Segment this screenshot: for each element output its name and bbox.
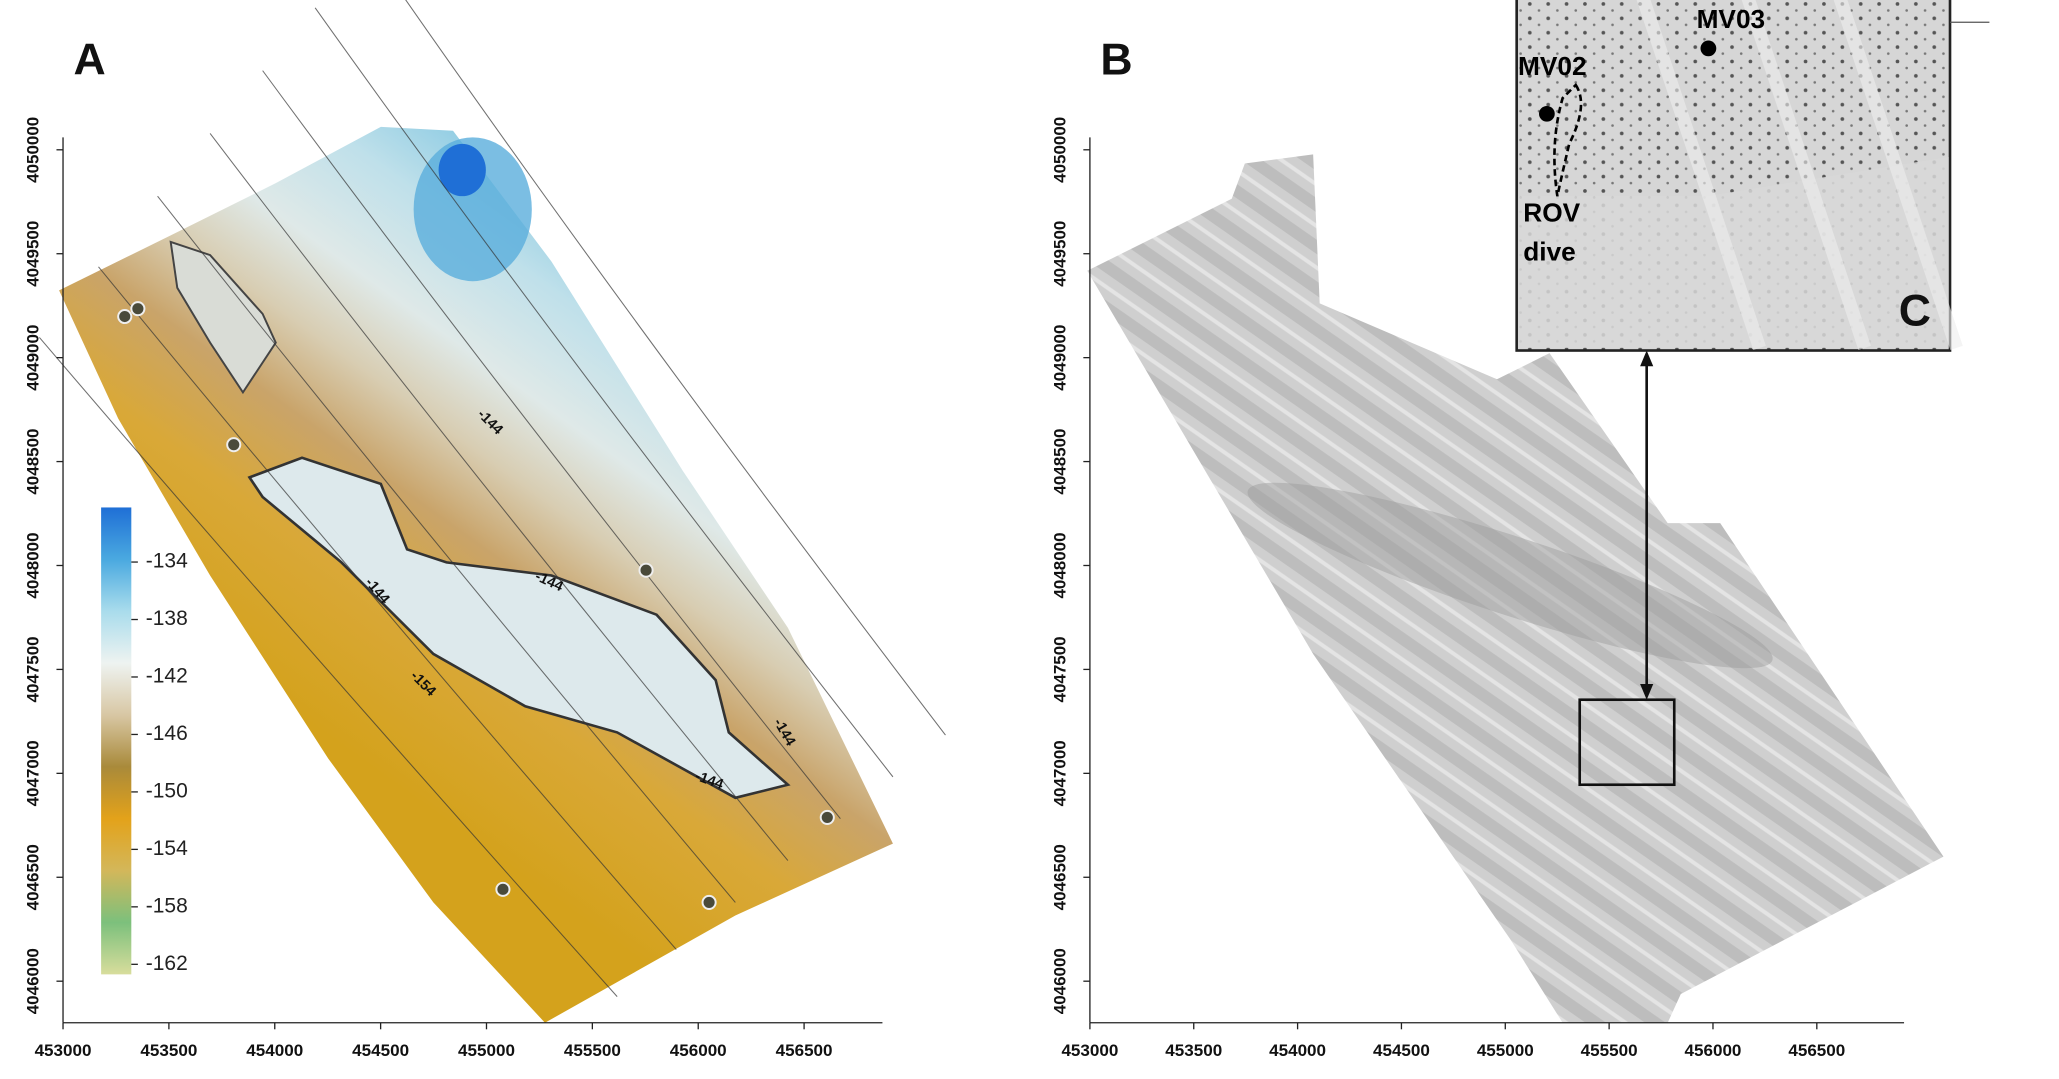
y-tick-label: 4046000 [24,948,43,1014]
x-tick-label: 455000 [458,1041,515,1060]
zoom-box [1578,698,1676,787]
x-tick-label: 454000 [1269,1041,1326,1060]
colorbar-tick-label: -150 [146,779,188,802]
backscatter-mosaic [1087,154,1944,1023]
y-tick-label: 4049000 [1050,325,1069,391]
y-tick-label: 4047500 [24,636,43,702]
colorbar-tick-label: -162 [146,952,188,975]
x-tick-label: 454000 [246,1041,303,1060]
y-tick-label: 4048000 [24,532,43,598]
y-tick-label: 4049500 [1050,221,1069,287]
arrow-head [1640,350,1654,367]
seafloor-feature [701,894,717,910]
y-tick-label: 4049000 [24,325,43,391]
y-tick-label: 4048500 [24,429,43,495]
y-tick-label: 4048000 [1050,532,1069,598]
x-tick-label: 455500 [1581,1041,1638,1060]
y-tick-label: 4046000 [1050,948,1069,1014]
dive-label: ROV [1523,197,1580,227]
mound [169,240,277,395]
mound [247,456,791,800]
contour-line [314,7,894,778]
seafloor-feature [495,881,511,897]
seafloor-feature [226,437,242,453]
x-tick-label: 453500 [1165,1041,1222,1060]
colorbar-tick-label: -138 [146,607,188,630]
y-tick-label: 4047000 [1050,740,1069,806]
contour-line [98,266,677,950]
site-marker [1538,105,1555,122]
x-tick-label: 453000 [35,1041,92,1060]
x-tick-label: 454500 [1373,1041,1430,1060]
colorbar-tick-label: -142 [146,665,188,688]
seafloor-feature [117,308,133,325]
colorbar-tick-label: -146 [146,722,188,745]
inset-label: C [1899,287,1931,336]
contour-line [209,133,789,861]
colorbar-tick-label: -134 [146,550,188,573]
y-tick-label: 4046500 [1050,844,1069,910]
deep-patch [438,143,486,197]
backscatter-feature [1247,482,1773,669]
y-tick-label: 4050000 [1050,117,1069,183]
y-tick-label: 4047500 [1050,636,1069,702]
x-tick-label: 456500 [776,1041,833,1060]
site-marker [1700,40,1717,57]
figure-layer: MV03 MV02 ROV dive C 453000 453500 454000 454500… [24,0,1990,1060]
contour-line [38,337,618,997]
y-tick-label: 4046500 [24,844,43,910]
dive-track [1553,82,1583,197]
y-tick-label: 4048500 [1050,429,1069,495]
panel-label: A [74,36,106,85]
contour-line [157,195,736,903]
x-tick-label: 456500 [1788,1041,1845,1060]
colorbar-tick-label: -158 [146,894,188,917]
inset-track [1741,0,1871,350]
seafloor-feature [130,301,146,317]
contour-line [405,0,946,736]
y-tick-label: 4050000 [24,117,43,183]
dive-label: dive [1523,237,1576,267]
inset-track [1833,0,1963,350]
arrow-head [1640,684,1654,700]
inset-track [1636,0,1766,350]
site-label: MV02 [1518,51,1587,81]
y-tick-label: 4049500 [24,221,43,287]
colorbar [101,507,132,975]
seafloor-feature [819,809,835,825]
x-tick-label: 453500 [140,1041,197,1060]
panel-label: B [1100,36,1132,85]
contour-line [262,70,841,820]
x-tick-label: 455000 [1477,1041,1534,1060]
site-label: MV03 [1697,4,1766,34]
x-tick-label: 454500 [352,1041,409,1060]
colorbar-tick-label: -154 [146,837,188,860]
x-tick-label: 456000 [670,1041,727,1060]
x-tick-label: 453000 [1061,1041,1118,1060]
x-tick-label: 456000 [1685,1041,1742,1060]
y-tick-label: 4047000 [24,740,43,806]
seafloor-feature [638,562,654,578]
x-tick-label: 455500 [564,1041,621,1060]
